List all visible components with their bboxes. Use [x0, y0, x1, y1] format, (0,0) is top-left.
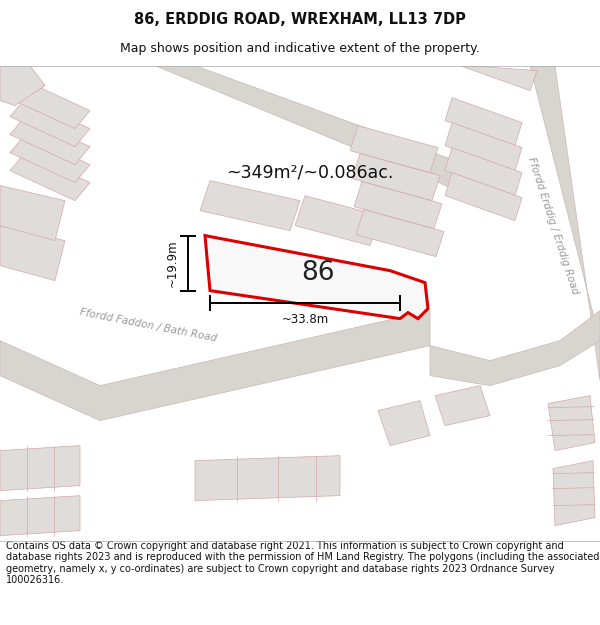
Polygon shape	[430, 311, 600, 386]
Text: Ffordd Erddig / Erddig Road: Ffordd Erddig / Erddig Road	[526, 156, 580, 296]
Polygon shape	[548, 396, 595, 451]
Polygon shape	[205, 236, 428, 319]
Polygon shape	[350, 126, 438, 173]
Polygon shape	[0, 311, 430, 421]
Polygon shape	[295, 196, 380, 246]
Polygon shape	[553, 461, 595, 526]
Polygon shape	[460, 66, 537, 91]
Polygon shape	[445, 122, 522, 171]
Polygon shape	[10, 134, 90, 182]
Polygon shape	[356, 209, 444, 257]
Polygon shape	[10, 81, 90, 129]
Text: ~33.8m: ~33.8m	[281, 313, 329, 326]
Text: Ffordd Faddon / Bath Road: Ffordd Faddon / Bath Road	[79, 308, 217, 344]
Polygon shape	[0, 186, 65, 241]
Polygon shape	[0, 496, 80, 536]
Polygon shape	[378, 401, 430, 446]
Text: ~19.9m: ~19.9m	[166, 239, 179, 287]
Polygon shape	[200, 181, 300, 231]
Polygon shape	[445, 148, 522, 196]
Text: 86: 86	[301, 259, 335, 286]
Polygon shape	[0, 226, 65, 281]
Polygon shape	[0, 446, 80, 491]
Polygon shape	[445, 173, 522, 221]
Text: Contains OS data © Crown copyright and database right 2021. This information is : Contains OS data © Crown copyright and d…	[6, 541, 599, 586]
Polygon shape	[490, 66, 600, 381]
Polygon shape	[10, 99, 90, 147]
Text: 86, ERDDIG ROAD, WREXHAM, LL13 7DP: 86, ERDDIG ROAD, WREXHAM, LL13 7DP	[134, 12, 466, 27]
Polygon shape	[10, 152, 90, 201]
Polygon shape	[0, 66, 45, 106]
Polygon shape	[352, 154, 440, 201]
Polygon shape	[195, 456, 340, 501]
Polygon shape	[445, 98, 522, 146]
Text: ~349m²/~0.086ac.: ~349m²/~0.086ac.	[226, 164, 394, 182]
Polygon shape	[354, 182, 442, 229]
Text: Map shows position and indicative extent of the property.: Map shows position and indicative extent…	[120, 42, 480, 55]
Polygon shape	[10, 117, 90, 164]
Polygon shape	[435, 386, 490, 426]
Polygon shape	[155, 66, 510, 196]
